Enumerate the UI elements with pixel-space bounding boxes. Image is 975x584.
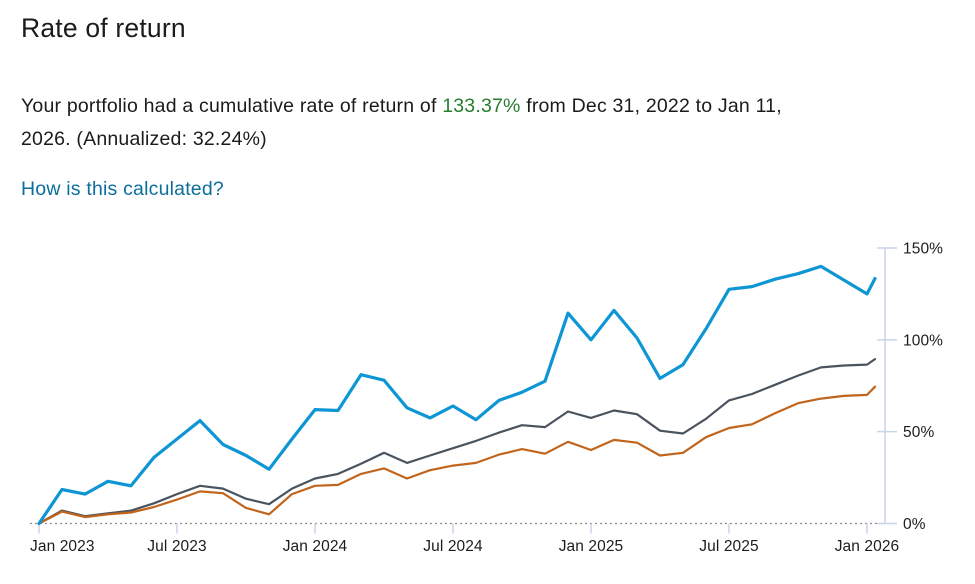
line-dark-gray	[37, 358, 877, 525]
portfolio-blue	[37, 264, 877, 526]
cumulative-return-value: 133.37%	[442, 95, 521, 117]
summary-text: Your portfolio had a cumulative rate of …	[21, 90, 966, 156]
summary-before-value: Your portfolio had a cumulative rate of …	[21, 95, 443, 117]
x-axis-label: Jan 2024	[283, 538, 348, 555]
how-is-this-calculated-link[interactable]: How is this calculated?	[21, 178, 224, 200]
x-axis-label: Jan 2025	[559, 538, 624, 555]
page-title: Rate of return	[21, 13, 186, 43]
x-axis-label: Jul 2023	[147, 538, 206, 555]
y-axis-label: 50%	[903, 424, 934, 441]
x-axis-label: Jul 2024	[423, 538, 483, 555]
summary-after-value: from Dec 31, 2022 to Jan 11,	[520, 95, 782, 117]
x-axis-label: Jul 2025	[699, 538, 758, 555]
y-axis-label: 150%	[903, 241, 943, 258]
summary-line2: 2026. (Annualized: 32.24%)	[21, 128, 267, 150]
line-orange	[37, 385, 877, 525]
y-axis-label: 100%	[903, 332, 943, 349]
y-axis-label: 0%	[903, 516, 926, 533]
rate-of-return-chart: 0% 50% 100% 150% Jan 2023 Jul 2023 Jan 2024 Jul…	[30, 241, 943, 555]
x-axis-label: Jan 2023	[30, 538, 95, 555]
x-axis-label: Jan 2026	[835, 538, 900, 555]
